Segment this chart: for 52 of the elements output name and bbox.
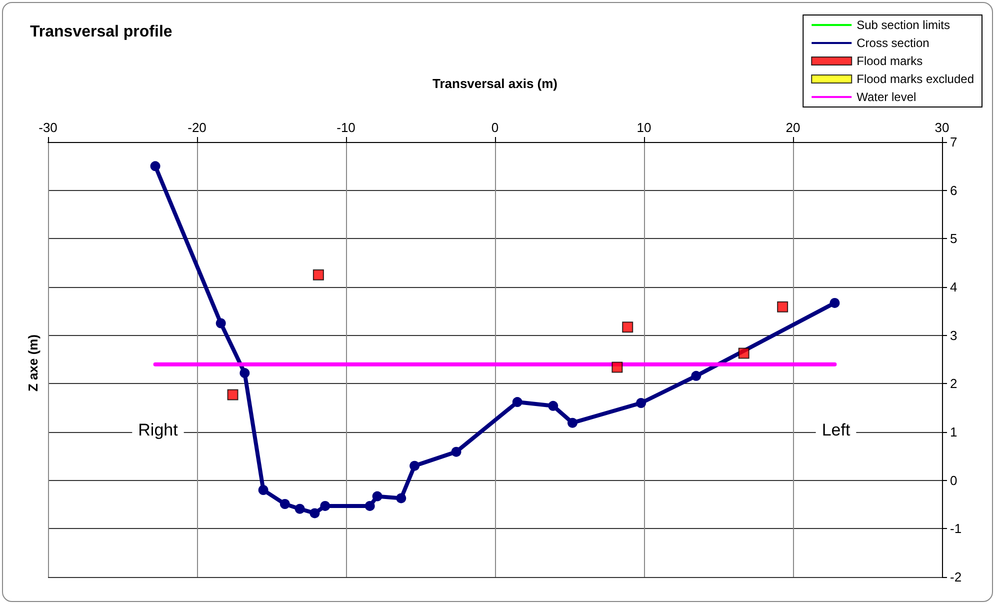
point [320, 500, 330, 511]
point [310, 508, 320, 518]
x-axis-title: Transversal axis (m) [432, 76, 558, 91]
legend-label: Cross section [856, 36, 930, 50]
point [738, 348, 750, 359]
point [150, 161, 160, 172]
point [364, 500, 375, 511]
point [622, 322, 634, 333]
legend-label: Water level [856, 90, 916, 104]
x-tick-label: -30 [38, 120, 58, 135]
x-tick-label: 30 [934, 120, 950, 135]
annotation: Right [138, 420, 178, 440]
point [830, 298, 840, 308]
y-tick-label: 7 [950, 134, 958, 150]
point [396, 493, 406, 504]
y-tick-label: 4 [950, 280, 958, 294]
annotation: Left [822, 420, 850, 440]
y-tick-label: 6 [950, 182, 958, 198]
point [280, 499, 290, 510]
y-axis-title: Z axe (m) [26, 334, 40, 392]
chart-title: Transversal profile [30, 24, 172, 40]
point [258, 485, 268, 495]
point [294, 504, 305, 514]
point [227, 389, 238, 400]
x-tick-label: -20 [188, 120, 206, 135]
point [548, 400, 558, 411]
point [372, 491, 382, 502]
y-tick-label: 0 [950, 472, 958, 488]
point [567, 418, 578, 428]
y-tick-label: 5 [950, 231, 958, 246]
x-tick-label: 10 [636, 120, 652, 135]
point [691, 370, 702, 381]
point [612, 362, 623, 373]
point [512, 397, 522, 408]
y-tick-label: -2 [950, 570, 962, 584]
point [410, 460, 420, 471]
point [216, 318, 226, 328]
point [312, 269, 324, 280]
y-tick-label: 3 [950, 328, 958, 343]
y-tick-label: 1 [950, 424, 958, 440]
legend-label: Flood marks [856, 54, 923, 68]
x-tick-label: -10 [336, 120, 356, 135]
point [451, 446, 462, 457]
x-tick-label: 0 [491, 120, 499, 135]
y-tick-label: -1 [950, 521, 962, 536]
point [636, 398, 646, 408]
point [777, 301, 788, 312]
legend-label: Sub section limits [856, 18, 950, 32]
legend-label: Flood marks excluded [856, 72, 974, 86]
point [240, 368, 250, 378]
x-tick-label: 20 [786, 120, 800, 135]
y-tick-label: 2 [950, 376, 958, 392]
